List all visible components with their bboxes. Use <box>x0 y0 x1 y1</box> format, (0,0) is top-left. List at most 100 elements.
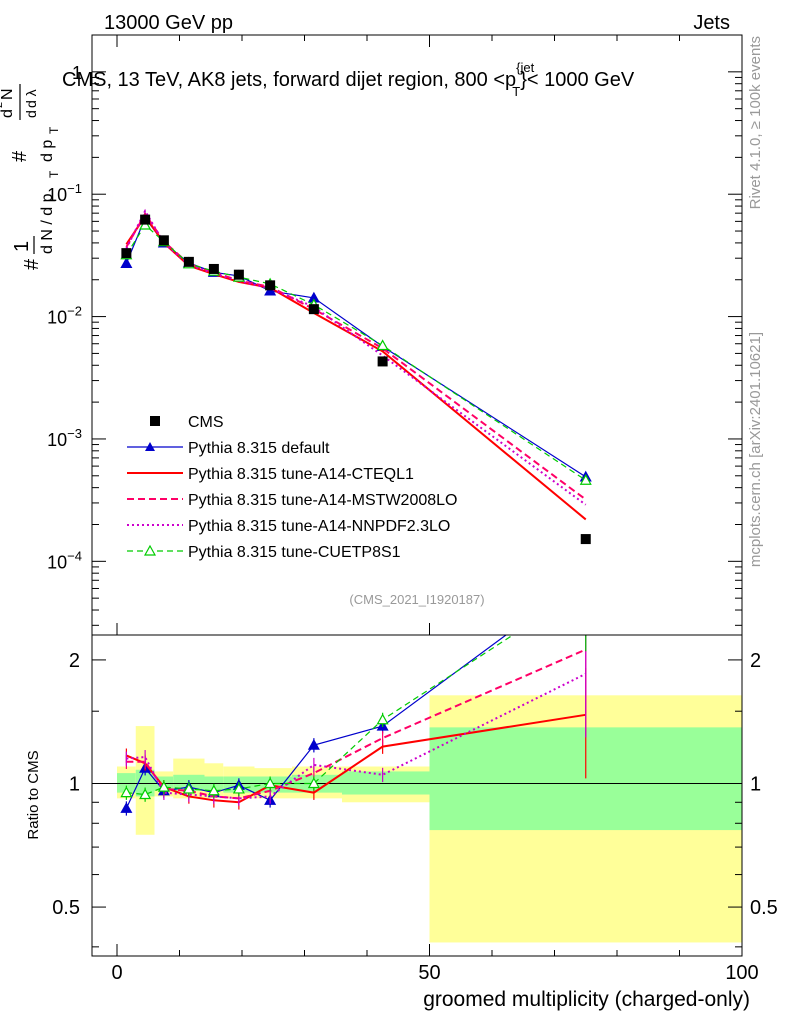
svg-text:Pythia 8.315 default: Pythia 8.315 default <box>188 440 330 457</box>
svg-text:N: N <box>0 88 16 100</box>
ratio-marker-4-0 <box>120 786 133 798</box>
data-point-0 <box>121 248 132 259</box>
x-axis-label: groomed multiplicity (charged-only) <box>423 988 750 1011</box>
svg-text:Pythia 8.315 tune-CUETP8S1: Pythia 8.315 tune-CUETP8S1 <box>188 544 401 561</box>
data-point-1 <box>140 214 151 225</box>
ratio-line-4 <box>126 635 515 796</box>
ratio-tick-label-right-2: 2 <box>750 650 761 672</box>
x-tick-label-0: 0 <box>111 962 122 984</box>
ratio-marker-4-3 <box>182 782 195 794</box>
y-tick-exp-1: −3 <box>67 426 82 441</box>
legend-marker-default <box>145 442 155 451</box>
ratio-line-3 <box>126 672 587 800</box>
series-marker-0-0 <box>120 257 133 269</box>
ratio-marker-0-7 <box>307 738 320 750</box>
y-tick-label-2: 10−2 <box>47 304 82 328</box>
y-tick-exp-3: −1 <box>67 181 82 196</box>
svg-text:Pythia 8.315 tune-A14-MSTW2008: Pythia 8.315 tune-A14-MSTW2008LO <box>188 492 457 509</box>
ratio-marker-0-9 <box>581 571 591 580</box>
svg-text:d p: d p <box>39 140 56 162</box>
svg-text:d N / d p: d N / d p <box>39 193 56 254</box>
y-tick-label-0: 10−4 <box>47 548 82 572</box>
y-tick-label-4: 1 <box>72 63 82 83</box>
ratio-plot-frame <box>91 634 743 957</box>
ratio-y-label: Ratio to CMS <box>25 750 42 839</box>
data-point-7 <box>308 304 319 315</box>
ratio-marker-4-9 <box>581 583 591 592</box>
mcplots-label: mcplots.cern.ch [arXiv:2401.10621] <box>747 332 764 567</box>
data-point-4 <box>208 263 219 274</box>
y-tick-base-1: 10 <box>47 430 67 450</box>
svg-text:d: d <box>0 109 16 118</box>
category-label: Jets <box>693 12 730 34</box>
x-tick-label-2: 100 <box>725 962 758 984</box>
series-line-4 <box>125 224 587 481</box>
ratio-marker-4-2 <box>157 780 170 792</box>
series-line-3 <box>125 208 587 506</box>
data-point-5 <box>233 269 244 280</box>
svg-text:T: T <box>47 126 61 134</box>
band-inner-8 <box>342 771 430 795</box>
legend-entry-default: Pythia 8.315 default <box>127 440 330 457</box>
ratio-tick-label-0: 0.5 <box>52 897 80 919</box>
series-marker-4-9 <box>579 473 592 485</box>
svg-text:2: 2 <box>0 102 5 108</box>
ratio-marker-4-5 <box>232 782 245 794</box>
legend-entry-cms: CMS <box>150 414 224 431</box>
x-tick-label-1: 50 <box>418 962 440 984</box>
data-point-2 <box>158 235 169 246</box>
svg-text:d λ: d λ <box>23 89 39 108</box>
ratio-plot-series <box>92 571 742 816</box>
ratio-tick-label-2: 2 <box>69 650 80 672</box>
ratio-marker-4-6 <box>264 777 277 789</box>
y-tick-label-1: 10−3 <box>47 426 82 450</box>
ratio-uncertainty-bands <box>117 695 742 943</box>
legend-entry-mstw: Pythia 8.315 tune-A14-MSTW2008LO <box>127 492 457 509</box>
legend-entry-nnpdf: Pythia 8.315 tune-A14-NNPDF2.3LO <box>127 518 450 535</box>
rivet-label: Rivet 4.1.0, ≥ 100k events <box>747 36 764 209</box>
series-line-1 <box>125 214 587 521</box>
svg-text:1: 1 <box>11 241 33 252</box>
data-point-6 <box>265 280 276 291</box>
ratio-marker-4-4 <box>207 784 220 796</box>
legend-entry-cuetp8s1: Pythia 8.315 tune-CUETP8S1 <box>127 544 401 561</box>
energy-label: 13000 GeV pp <box>104 12 233 34</box>
data-point-3 <box>183 256 194 267</box>
ratio-tick-label-right-1: 1 <box>750 773 761 795</box>
legend-entry-cteql1: Pythia 8.315 tune-A14-CTEQL1 <box>127 466 414 483</box>
svg-text:T: T <box>47 170 61 178</box>
ratio-marker-4-8 <box>376 713 389 725</box>
y-tick-exp-0: −4 <box>67 548 82 563</box>
series-line-0 <box>125 216 587 478</box>
y-tick-base-0: 10 <box>47 552 67 572</box>
ratio-marker-4-7 <box>307 777 320 789</box>
band-inner-0 <box>117 773 136 793</box>
svg-text:Pythia 8.315 tune-A14-NNPDF2.3: Pythia 8.315 tune-A14-NNPDF2.3LO <box>188 518 450 535</box>
svg-text:d: d <box>23 110 39 118</box>
ratio-tick-label-1: 1 <box>69 773 80 795</box>
main-plot-series <box>120 208 592 545</box>
series-marker-4-8 <box>376 339 389 351</box>
data-point-8 <box>377 356 388 367</box>
ratio-line-0 <box>125 635 508 809</box>
analysis-watermark: (CMS_2021_I1920187) <box>349 592 484 607</box>
svg-text:CMS: CMS <box>188 414 224 431</box>
svg-text:#: # <box>21 258 43 270</box>
y-tick-label-3: 10−1 <box>47 181 82 205</box>
y-tick-base-3: 10 <box>47 185 67 205</box>
y-tick-base-2: 10 <box>47 308 67 328</box>
data-point-9 <box>580 534 591 545</box>
svg-text:#: # <box>9 150 31 162</box>
ratio-marker-4-1 <box>139 788 152 800</box>
legend-marker-cuetp8s1 <box>143 544 157 556</box>
y-tick-exp-2: −2 <box>67 304 82 319</box>
y-axis-label: # 1 d N / d p T # d p T d 2 N d d λ <box>0 84 61 270</box>
ratio-tick-label-right-0: 0.5 <box>750 897 778 919</box>
ratio-marker-0-0 <box>120 802 133 813</box>
plot-title: CMS, 13 TeV, AK8 jets, forward dijet reg… <box>62 60 635 99</box>
svg-text:Pythia 8.315 tune-A14-CTEQL1: Pythia 8.315 tune-A14-CTEQL1 <box>188 466 414 483</box>
legend-marker-cms <box>150 416 160 426</box>
legend: CMS Pythia 8.315 default Pythia 8.315 tu… <box>127 414 457 561</box>
